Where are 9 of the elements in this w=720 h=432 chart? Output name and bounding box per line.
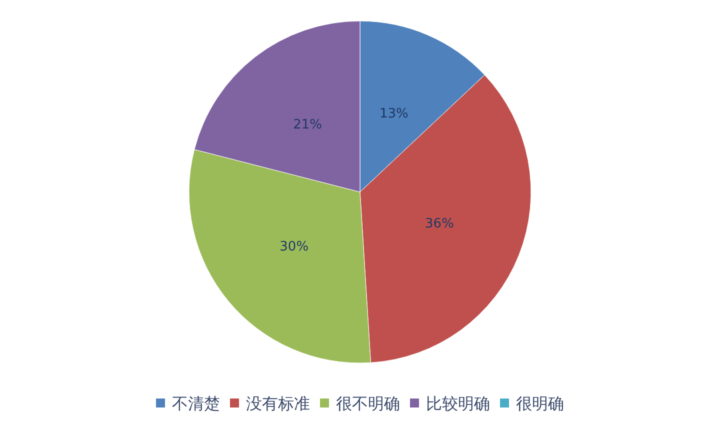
legend-label: 不清楚: [172, 394, 220, 412]
data-label: 36%: [425, 216, 454, 231]
data-label: 13%: [380, 106, 408, 122]
legend-label: 没有标准: [246, 394, 310, 412]
legend-label: 很不明确: [336, 394, 400, 412]
legend-label: 比较明确: [426, 394, 490, 412]
data-label: 21%: [293, 116, 322, 132]
legend-label: 很明确: [516, 394, 564, 412]
data-label: 30%: [280, 239, 309, 254]
